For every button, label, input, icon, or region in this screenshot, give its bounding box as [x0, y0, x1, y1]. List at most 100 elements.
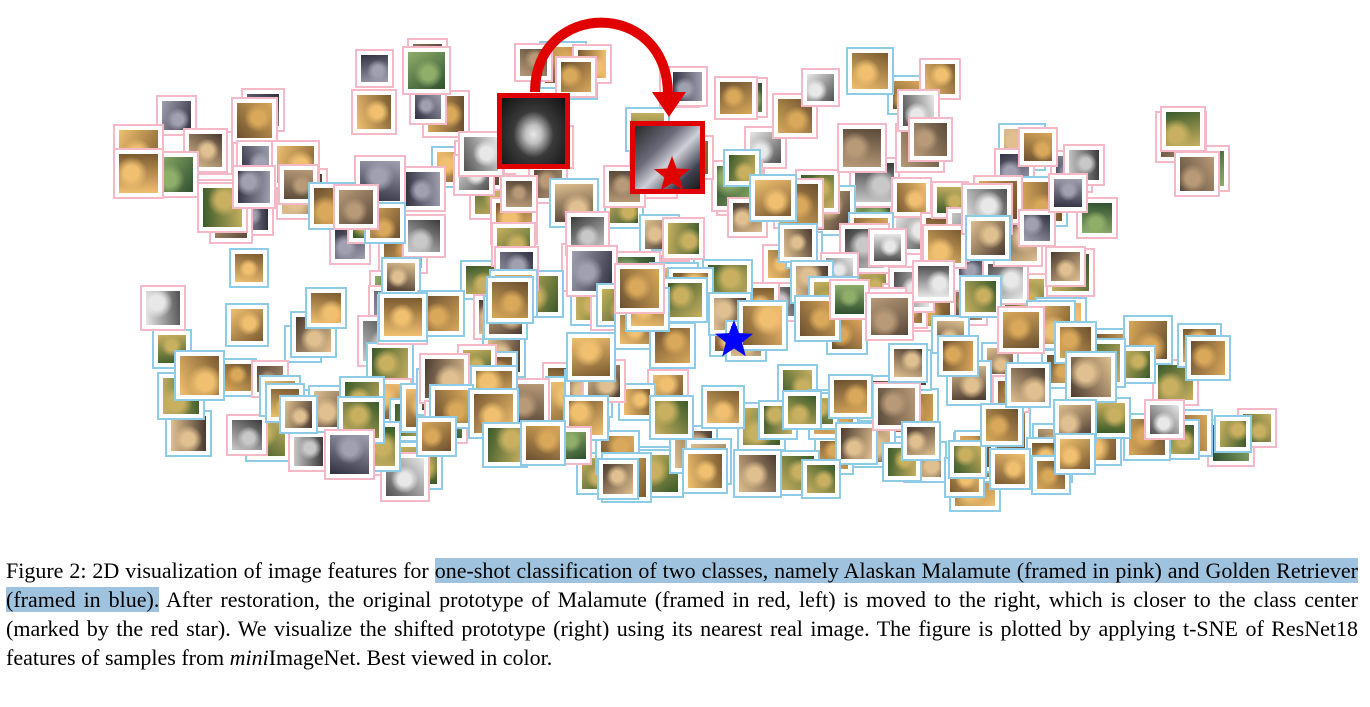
- arrow-head: [652, 92, 686, 117]
- retriever-thumbnail: [959, 275, 1002, 318]
- dog-photo: [655, 328, 690, 363]
- retriever-thumbnail: [835, 422, 878, 465]
- malamute-thumbnail: [908, 117, 953, 162]
- retriever-thumbnail: [225, 303, 269, 347]
- malamute-thumbnail: [614, 263, 665, 314]
- dog-photo: [603, 464, 633, 494]
- retriever-thumbnail: [381, 257, 421, 297]
- dog-photo: [1011, 368, 1045, 402]
- dog-photo: [415, 93, 441, 119]
- dog-photo: [488, 428, 522, 462]
- malamute-thumbnail: [400, 166, 446, 212]
- malamute-thumbnail: [1144, 399, 1185, 440]
- dog-photo: [907, 427, 935, 455]
- malamute-thumbnail: [1045, 246, 1086, 287]
- retriever-thumbnail: [778, 223, 818, 263]
- retriever-thumbnail: [1065, 351, 1117, 403]
- dog-photo: [1123, 351, 1150, 378]
- retriever-thumbnail: [737, 300, 788, 351]
- dog-photo: [339, 190, 373, 224]
- malamute-thumbnail: [1018, 209, 1056, 247]
- dog-photo: [835, 285, 864, 314]
- malamute-thumbnail: [829, 279, 870, 320]
- dog-photo: [807, 465, 835, 493]
- retriever-thumbnail: [229, 248, 269, 288]
- malamute-thumbnail: [868, 228, 907, 267]
- retriever-thumbnail: [701, 385, 745, 429]
- retriever-thumbnail: [597, 458, 639, 500]
- malamute-thumbnail: [801, 68, 840, 107]
- dog-photo: [743, 306, 782, 345]
- dog-photo: [224, 364, 251, 391]
- retriever-thumbnail: [846, 47, 894, 95]
- malamute-thumbnail: [555, 56, 597, 98]
- retriever-thumbnail: [888, 343, 928, 383]
- malamute-thumbnail: [402, 46, 451, 95]
- malamute-thumbnail: [231, 97, 278, 144]
- malamute-thumbnail: [458, 131, 504, 177]
- dog-photo: [235, 254, 263, 282]
- retriever-thumbnail: [965, 215, 1011, 261]
- caption-italic: mini: [229, 645, 269, 670]
- dog-photo: [406, 172, 440, 206]
- retriever-thumbnail: [1117, 345, 1156, 384]
- retriever-thumbnail: [723, 149, 761, 187]
- retriever-thumbnail: [1089, 397, 1131, 439]
- dog-photo: [954, 446, 981, 473]
- caption-prefix: Figure 2: 2D visualization of image feat…: [6, 558, 435, 583]
- dog-photo: [897, 183, 926, 212]
- retriever-thumbnail: [782, 390, 822, 430]
- retriever-thumbnail: [486, 276, 534, 324]
- dog-photo: [330, 435, 369, 474]
- retriever-thumbnail: [305, 287, 347, 329]
- malamute-thumbnail: [662, 217, 705, 260]
- dog-photo: [878, 388, 915, 425]
- original-prototype: [497, 93, 570, 169]
- tsne-figure: [113, 17, 1277, 512]
- malamute-thumbnail: [865, 292, 914, 341]
- retriever-thumbnail: [1214, 415, 1252, 453]
- dog-photo: [620, 269, 659, 308]
- blue-star-marker: [715, 320, 753, 357]
- malamute-thumbnail: [140, 285, 186, 331]
- dog-photo: [162, 101, 191, 130]
- dog-photo: [688, 454, 722, 488]
- dog-photo: [1059, 405, 1091, 437]
- retriever-thumbnail: [520, 420, 566, 466]
- retriever-thumbnail: [649, 322, 696, 369]
- malamute-thumbnail: [1160, 106, 1206, 152]
- retriever-thumbnail: [733, 449, 782, 498]
- dog-photo: [232, 420, 262, 450]
- dog-photo: [1191, 341, 1225, 375]
- malamute-thumbnail: [997, 306, 1045, 354]
- dog-photo: [561, 62, 591, 92]
- dog-photo: [788, 396, 816, 424]
- dog-photo: [492, 282, 528, 318]
- dog-photo: [668, 283, 702, 317]
- dog-photo: [965, 281, 996, 312]
- figure-caption: Figure 2: 2D visualization of image feat…: [6, 556, 1358, 672]
- malamute-thumbnail: [324, 429, 375, 480]
- dog-photo: [526, 426, 560, 460]
- malamute-thumbnail: [1174, 151, 1220, 197]
- dog-photo: [294, 437, 323, 466]
- retriever-thumbnail: [749, 174, 797, 222]
- dog-photo: [311, 293, 341, 323]
- class-center-red-star: [653, 156, 691, 191]
- dog-photo: [238, 171, 270, 203]
- dog-photo: [1095, 403, 1125, 433]
- malamute-thumbnail: [288, 431, 329, 472]
- dog-photo: [807, 74, 834, 101]
- dog-photo: [843, 129, 881, 167]
- malamute-thumbnail: [872, 382, 921, 431]
- malamute-thumbnail: [1076, 197, 1118, 239]
- malamute-thumbnail: [837, 123, 887, 173]
- malamute-thumbnail: [232, 165, 276, 209]
- shift-arrow: [530, 17, 673, 96]
- caption-suffix: ImageNet. Best viewed in color.: [268, 645, 553, 670]
- malamute-thumbnail: [912, 260, 955, 303]
- retriever-thumbnail: [948, 440, 987, 479]
- retriever-thumbnail: [1005, 362, 1051, 408]
- malamute-thumbnail: [351, 89, 397, 135]
- dog-photo: [384, 298, 422, 336]
